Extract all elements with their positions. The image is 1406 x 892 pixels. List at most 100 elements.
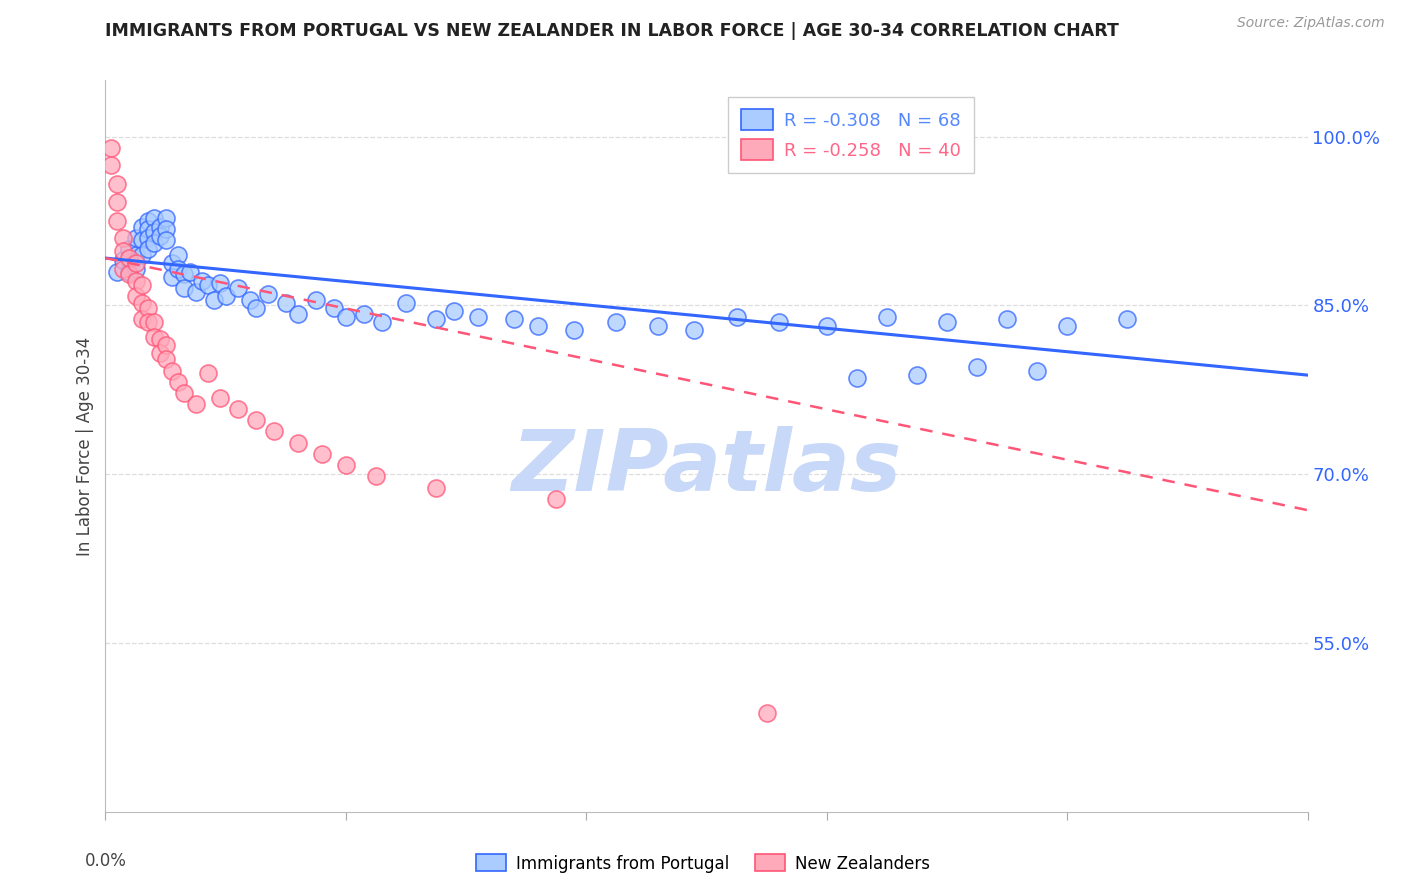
Point [425, 311, 447, 326]
Point [166, 375, 188, 389]
Point [131, 296, 153, 310]
Point [160, 270, 183, 285]
Point [160, 255, 183, 269]
Point [287, 307, 309, 321]
Point [208, 391, 231, 405]
Point [190, 274, 212, 288]
Legend: Immigrants from Portugal, New Zealanders: Immigrants from Portugal, New Zealanders [470, 847, 936, 880]
Point [136, 222, 159, 236]
Point [197, 278, 219, 293]
Point [256, 287, 278, 301]
Point [815, 318, 838, 333]
Point [118, 242, 141, 256]
Point [155, 233, 177, 247]
Point [287, 435, 309, 450]
Point [118, 267, 141, 281]
Point [112, 231, 135, 245]
Point [142, 315, 165, 329]
Point [136, 214, 159, 228]
Text: 0.0%: 0.0% [84, 852, 127, 870]
Point [124, 289, 146, 303]
Point [131, 311, 153, 326]
Point [214, 289, 236, 303]
Point [118, 251, 141, 265]
Text: Source: ZipAtlas.com: Source: ZipAtlas.com [1237, 16, 1385, 30]
Point [136, 315, 159, 329]
Point [527, 318, 550, 333]
Point [100, 158, 122, 172]
Point [173, 281, 195, 295]
Point [208, 276, 231, 290]
Y-axis label: In Labor Force | Age 30-34: In Labor Force | Age 30-34 [76, 336, 94, 556]
Point [503, 311, 526, 326]
Point [425, 481, 447, 495]
Point [112, 262, 135, 277]
Point [142, 330, 165, 344]
Point [322, 301, 344, 315]
Point [124, 262, 146, 277]
Point [335, 458, 357, 472]
Point [1116, 311, 1139, 326]
Point [274, 296, 297, 310]
Point [136, 242, 159, 256]
Point [725, 310, 748, 324]
Point [467, 310, 489, 324]
Point [166, 262, 188, 277]
Point [239, 293, 262, 307]
Point [107, 194, 129, 209]
Point [173, 386, 195, 401]
Point [364, 469, 387, 483]
Point [142, 236, 165, 251]
Point [995, 311, 1018, 326]
Point [184, 397, 207, 411]
Point [166, 248, 188, 262]
Point [443, 304, 465, 318]
Point [148, 219, 170, 234]
Point [131, 278, 153, 293]
Point [118, 264, 141, 278]
Point [112, 244, 135, 259]
Point [371, 315, 394, 329]
Point [124, 274, 146, 288]
Point [142, 225, 165, 239]
Point [311, 447, 333, 461]
Point [605, 315, 627, 329]
Point [936, 315, 959, 329]
Point [683, 323, 706, 337]
Point [1056, 318, 1078, 333]
Point [845, 371, 868, 385]
Point [245, 413, 267, 427]
Point [755, 706, 778, 720]
Point [124, 255, 146, 269]
Point [335, 310, 357, 324]
Point [148, 345, 170, 359]
Point [197, 366, 219, 380]
Point [179, 264, 201, 278]
Point [112, 253, 135, 268]
Point [876, 310, 898, 324]
Point [768, 315, 790, 329]
Point [966, 360, 988, 375]
Point [173, 267, 195, 281]
Point [107, 264, 129, 278]
Text: ZIPatlas: ZIPatlas [512, 426, 901, 509]
Point [305, 293, 328, 307]
Point [263, 425, 285, 439]
Point [226, 401, 249, 416]
Point [148, 228, 170, 243]
Point [100, 141, 122, 155]
Point [136, 231, 159, 245]
Point [107, 214, 129, 228]
Point [155, 352, 177, 367]
Point [202, 293, 225, 307]
Point [546, 491, 568, 506]
Point [136, 301, 159, 315]
Legend: R = -0.308   N = 68, R = -0.258   N = 40: R = -0.308 N = 68, R = -0.258 N = 40 [728, 96, 973, 173]
Text: IMMIGRANTS FROM PORTUGAL VS NEW ZEALANDER IN LABOR FORCE | AGE 30-34 CORRELATION: IMMIGRANTS FROM PORTUGAL VS NEW ZEALANDE… [105, 22, 1119, 40]
Point [148, 332, 170, 346]
Point [1026, 363, 1049, 377]
Point [131, 219, 153, 234]
Point [155, 337, 177, 351]
Point [124, 231, 146, 245]
Point [107, 177, 129, 191]
